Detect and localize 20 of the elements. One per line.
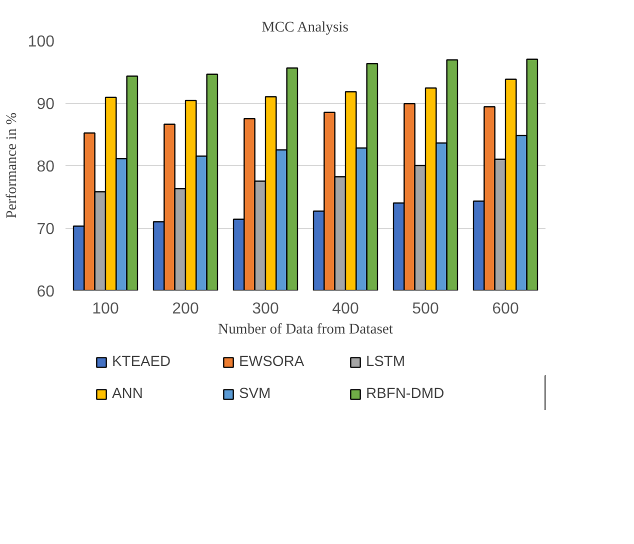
x-tick-label: 100 bbox=[92, 300, 119, 318]
x-tick-label: 600 bbox=[492, 300, 519, 318]
x-tick-label: 200 bbox=[172, 300, 199, 318]
legend-label: LSTM bbox=[366, 354, 406, 370]
legend-label: RBFN-DMD bbox=[366, 386, 446, 402]
y-tick-label: 80 bbox=[36, 158, 55, 176]
legend-label: SVM bbox=[239, 386, 272, 402]
legend-label: EWSORA bbox=[239, 354, 306, 370]
legend-label: KTEAED bbox=[112, 354, 172, 370]
x-tick-label: 500 bbox=[412, 300, 439, 318]
x-tick-label: 300 bbox=[252, 300, 279, 318]
x-tick-label: 400 bbox=[332, 300, 359, 318]
x-axis-title: Number of Data from Dataset bbox=[218, 322, 394, 338]
y-tick-label: 90 bbox=[36, 96, 55, 113]
y-tick-label: 70 bbox=[36, 221, 55, 238]
y-tick-label: 100 bbox=[28, 34, 55, 50]
legend-label: ANN bbox=[112, 386, 144, 402]
y-axis-title: Performance in % bbox=[4, 112, 20, 218]
chart-title: MCC Analysis bbox=[262, 20, 349, 36]
y-tick-label: 60 bbox=[36, 284, 55, 300]
